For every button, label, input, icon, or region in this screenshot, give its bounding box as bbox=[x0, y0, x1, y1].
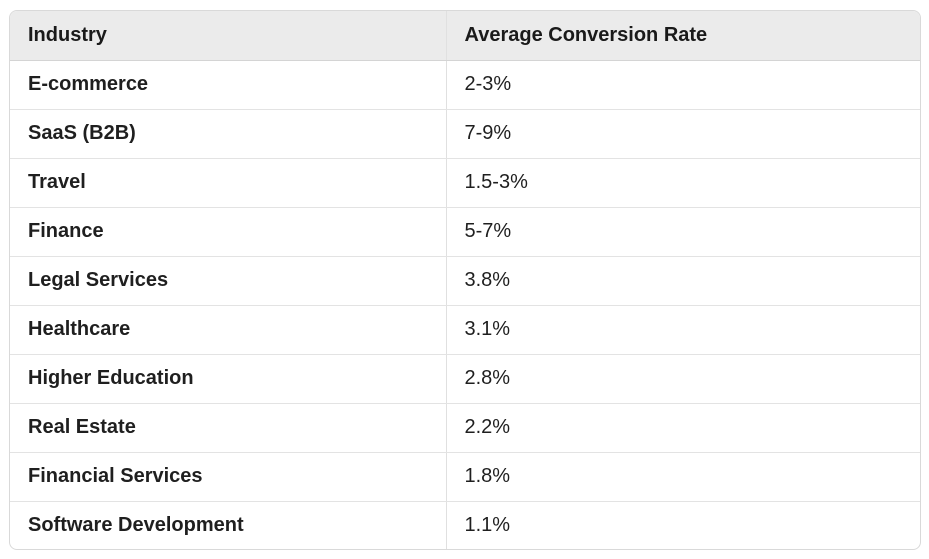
table-row: Finance 5-7% bbox=[10, 207, 920, 257]
header-industry: Industry bbox=[10, 11, 446, 61]
table-row: Travel 1.5-3% bbox=[10, 158, 920, 208]
rate-cell: 7-9% bbox=[445, 109, 920, 159]
table-row: E-commerce 2-3% bbox=[10, 60, 920, 110]
rate-cell: 1.1% bbox=[445, 501, 920, 549]
rate-cell: 2-3% bbox=[445, 60, 920, 110]
rate-cell: 2.2% bbox=[445, 403, 920, 453]
rate-cell: 5-7% bbox=[445, 207, 920, 257]
table-row: SaaS (B2B) 7-9% bbox=[10, 109, 920, 159]
table-row: Software Development 1.1% bbox=[10, 501, 920, 549]
table-row: Healthcare 3.1% bbox=[10, 305, 920, 355]
header-average-conversion-rate: Average Conversion Rate bbox=[445, 11, 920, 61]
industry-cell: Travel bbox=[10, 158, 446, 208]
industry-cell: Financial Services bbox=[10, 452, 446, 502]
conversion-rate-table-container: Industry Average Conversion Rate E-comme… bbox=[9, 10, 921, 550]
table-row: Real Estate 2.2% bbox=[10, 403, 920, 453]
rate-cell: 1.5-3% bbox=[445, 158, 920, 208]
table-row: Financial Services 1.8% bbox=[10, 452, 920, 502]
industry-cell: Real Estate bbox=[10, 403, 446, 453]
rate-cell: 3.1% bbox=[445, 305, 920, 355]
industry-cell: SaaS (B2B) bbox=[10, 109, 446, 159]
table-row: Higher Education 2.8% bbox=[10, 354, 920, 404]
rate-cell: 1.8% bbox=[445, 452, 920, 502]
industry-cell: E-commerce bbox=[10, 60, 446, 110]
table-header-row: Industry Average Conversion Rate bbox=[10, 11, 920, 61]
industry-cell: Legal Services bbox=[10, 256, 446, 306]
industry-cell: Finance bbox=[10, 207, 446, 257]
table-row: Legal Services 3.8% bbox=[10, 256, 920, 306]
conversion-rate-table: Industry Average Conversion Rate E-comme… bbox=[10, 11, 920, 549]
industry-cell: Software Development bbox=[28, 514, 244, 537]
rate-cell: 3.8% bbox=[445, 256, 920, 306]
industry-cell: Higher Education bbox=[10, 354, 446, 404]
rate-cell: 2.8% bbox=[445, 354, 920, 404]
industry-cell: Healthcare bbox=[10, 305, 446, 355]
